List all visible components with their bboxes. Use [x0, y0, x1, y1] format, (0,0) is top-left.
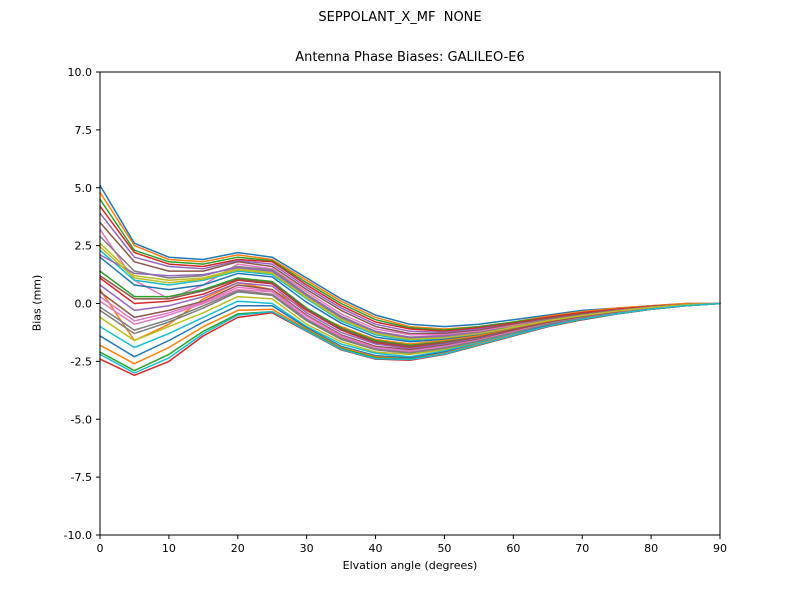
x-tick-label: 60 — [506, 542, 520, 555]
series-line-line-30 — [99, 302, 721, 374]
series-line-line-02 — [99, 191, 721, 330]
y-tick-label: 7.5 — [75, 124, 93, 137]
series-line-line-29 — [99, 246, 721, 341]
y-tick-label: 2.5 — [75, 240, 93, 253]
x-tick-label: 20 — [231, 542, 245, 555]
x-axis-label: Elvation angle (degrees) — [342, 559, 478, 572]
x-tick-label: 90 — [713, 542, 727, 555]
series-line-line-26 — [99, 274, 721, 348]
x-tick-label: 40 — [369, 542, 383, 555]
x-tick-label: 0 — [97, 542, 104, 555]
x-tick-label: 10 — [162, 542, 176, 555]
y-tick-label: 0.0 — [75, 298, 93, 311]
y-tick-label: -5.0 — [71, 413, 92, 426]
series-line-line-05 — [99, 212, 721, 334]
x-tick-label: 70 — [575, 542, 589, 555]
y-tick-label: -10.0 — [64, 529, 92, 542]
x-tick-label: 50 — [437, 542, 451, 555]
series-line-line-04 — [99, 205, 721, 333]
y-tick-label: 5.0 — [75, 182, 93, 195]
x-tick-label: 30 — [300, 542, 314, 555]
y-tick-label: -7.5 — [71, 471, 92, 484]
axes-title: Antenna Phase Biases: GALILEO-E6 — [295, 50, 525, 65]
y-tick-label: -2.5 — [71, 355, 92, 368]
y-tick-label: 10.0 — [68, 66, 93, 79]
x-tick-label: 80 — [644, 542, 658, 555]
figure-title: SEPPOLANT_X_MF NONE — [318, 10, 482, 25]
